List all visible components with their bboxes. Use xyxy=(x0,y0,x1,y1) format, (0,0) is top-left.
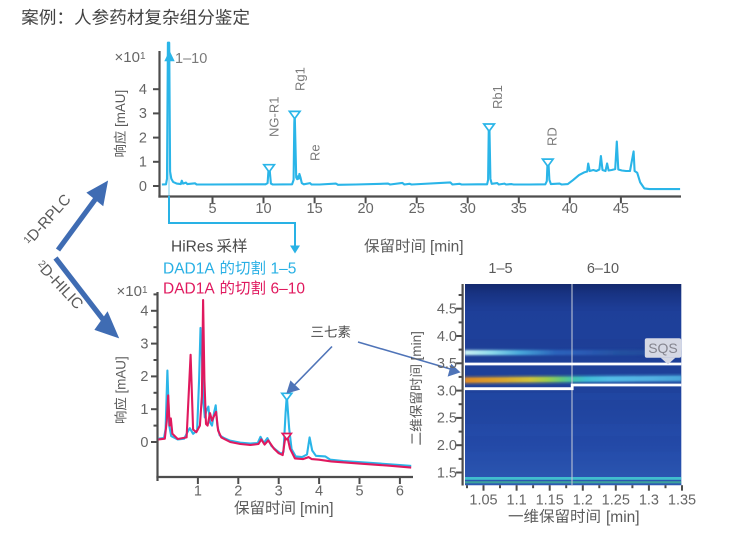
svg-text:4.0: 4.0 xyxy=(437,329,457,345)
svg-text:[mAU]: [mAU] xyxy=(114,356,129,393)
svg-text:0: 0 xyxy=(139,179,147,195)
svg-text:[mAU]: [mAU] xyxy=(113,90,128,127)
svg-text:1: 1 xyxy=(140,402,148,418)
svg-text:2: 2 xyxy=(139,130,147,146)
svg-text:10: 10 xyxy=(255,201,271,217)
svg-text:[min]: [min] xyxy=(300,500,334,517)
svg-text:1–5: 1–5 xyxy=(271,261,297,278)
svg-text:35: 35 xyxy=(511,201,527,217)
svg-text:NG-R1: NG-R1 xyxy=(267,97,282,137)
svg-text:1.25: 1.25 xyxy=(602,493,630,509)
svg-text:4.5: 4.5 xyxy=(437,302,457,318)
svg-text:×101: ×101 xyxy=(117,283,148,300)
svg-text:2: 2 xyxy=(140,369,148,385)
svg-text:3: 3 xyxy=(275,484,283,500)
svg-text:HiRes: HiRes xyxy=(171,239,213,256)
svg-text:1–5: 1–5 xyxy=(488,261,512,277)
svg-text:30: 30 xyxy=(460,201,476,217)
svg-text:RD: RD xyxy=(545,127,560,146)
svg-text:1.3: 1.3 xyxy=(639,493,659,509)
svg-text:2: 2 xyxy=(234,484,242,500)
svg-text:0: 0 xyxy=(140,435,148,451)
svg-text:Rb1: Rb1 xyxy=(490,85,505,109)
svg-text:20: 20 xyxy=(358,201,374,217)
svg-text:1: 1 xyxy=(194,484,202,500)
svg-text:40: 40 xyxy=(562,201,578,217)
svg-text:4: 4 xyxy=(315,484,323,500)
svg-text:45: 45 xyxy=(613,201,629,217)
svg-text:×101: ×101 xyxy=(115,49,146,66)
svg-text:2.5: 2.5 xyxy=(437,411,457,427)
svg-text:5: 5 xyxy=(355,484,363,500)
svg-text:[min]: [min] xyxy=(606,509,640,526)
svg-text:1.5: 1.5 xyxy=(437,465,457,481)
svg-text:1: 1 xyxy=(139,155,147,171)
svg-text:1–10: 1–10 xyxy=(175,51,207,67)
svg-text:DAD1A: DAD1A xyxy=(163,261,215,278)
svg-text:2.0: 2.0 xyxy=(437,438,457,454)
svg-text:5: 5 xyxy=(208,201,216,217)
svg-text:Re: Re xyxy=(308,144,323,161)
svg-text:1.35: 1.35 xyxy=(668,493,696,509)
svg-text:25: 25 xyxy=(409,201,425,217)
svg-text:15: 15 xyxy=(307,201,323,217)
svg-text:Rg1: Rg1 xyxy=(293,67,308,91)
svg-text:6–10: 6–10 xyxy=(271,281,306,298)
svg-text:[min]: [min] xyxy=(430,239,464,256)
svg-text:[min]: [min] xyxy=(409,331,424,360)
svg-text:6–10: 6–10 xyxy=(587,261,619,277)
svg-text:3.5: 3.5 xyxy=(437,356,457,372)
svg-text:1.15: 1.15 xyxy=(536,493,564,509)
svg-text:3: 3 xyxy=(139,106,147,122)
svg-text:SQS: SQS xyxy=(648,340,678,356)
svg-text:1.2: 1.2 xyxy=(573,493,593,509)
svg-text:3.0: 3.0 xyxy=(437,383,457,399)
svg-text:6: 6 xyxy=(396,484,404,500)
svg-text:1.05: 1.05 xyxy=(469,493,497,509)
svg-text:4: 4 xyxy=(139,82,147,98)
svg-text:1.1: 1.1 xyxy=(507,493,527,509)
svg-text:DAD1A: DAD1A xyxy=(163,281,215,298)
svg-text:4: 4 xyxy=(140,304,148,320)
svg-text:3: 3 xyxy=(140,336,148,352)
